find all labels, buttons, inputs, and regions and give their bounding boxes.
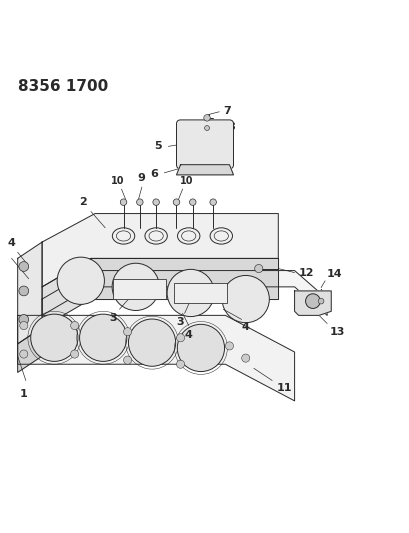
Polygon shape [91, 259, 278, 299]
Text: 10: 10 [110, 176, 124, 186]
Circle shape [128, 319, 175, 366]
Polygon shape [42, 214, 278, 287]
FancyBboxPatch shape [174, 283, 227, 303]
Text: 8: 8 [227, 122, 235, 132]
Circle shape [167, 269, 214, 317]
Circle shape [57, 257, 104, 304]
Circle shape [136, 199, 143, 205]
Polygon shape [42, 271, 326, 316]
Circle shape [173, 199, 179, 205]
Text: 13: 13 [328, 327, 344, 337]
Text: 5: 5 [154, 141, 162, 151]
Circle shape [20, 321, 28, 329]
Text: 7: 7 [223, 106, 231, 116]
FancyBboxPatch shape [176, 120, 233, 169]
Polygon shape [18, 328, 42, 373]
Circle shape [176, 360, 184, 368]
Text: 11: 11 [276, 383, 291, 393]
Circle shape [19, 314, 29, 324]
Circle shape [19, 286, 29, 296]
FancyBboxPatch shape [113, 279, 166, 299]
Text: 9: 9 [137, 173, 145, 183]
Circle shape [254, 264, 262, 272]
Circle shape [31, 314, 78, 361]
Text: 3: 3 [176, 318, 184, 327]
Polygon shape [18, 242, 42, 344]
Circle shape [204, 126, 209, 131]
Text: 3: 3 [109, 313, 117, 324]
Circle shape [112, 263, 159, 311]
Circle shape [123, 356, 131, 364]
Circle shape [20, 350, 28, 358]
Circle shape [70, 350, 79, 358]
Circle shape [70, 321, 79, 329]
Circle shape [225, 342, 233, 350]
Text: 2: 2 [79, 197, 86, 207]
Circle shape [19, 262, 29, 271]
Text: 12: 12 [298, 269, 313, 278]
Text: 14: 14 [326, 269, 342, 279]
Circle shape [153, 199, 159, 205]
Circle shape [79, 314, 126, 361]
Text: 4: 4 [241, 322, 249, 332]
Polygon shape [18, 316, 294, 401]
Circle shape [203, 115, 210, 121]
Circle shape [120, 199, 126, 205]
Polygon shape [294, 291, 330, 316]
Text: 4: 4 [8, 238, 16, 248]
Text: 4: 4 [184, 329, 192, 340]
Text: 10: 10 [180, 176, 193, 186]
Circle shape [176, 334, 184, 342]
Circle shape [123, 328, 131, 336]
Circle shape [305, 294, 319, 309]
Polygon shape [176, 165, 233, 175]
Circle shape [317, 298, 323, 304]
Circle shape [209, 199, 216, 205]
Circle shape [189, 199, 196, 205]
Text: 8356 1700: 8356 1700 [18, 79, 108, 94]
Polygon shape [42, 259, 91, 328]
Text: 1: 1 [20, 389, 27, 399]
Circle shape [222, 276, 269, 322]
Circle shape [177, 324, 224, 372]
Text: 6: 6 [150, 168, 158, 179]
Circle shape [241, 354, 249, 362]
